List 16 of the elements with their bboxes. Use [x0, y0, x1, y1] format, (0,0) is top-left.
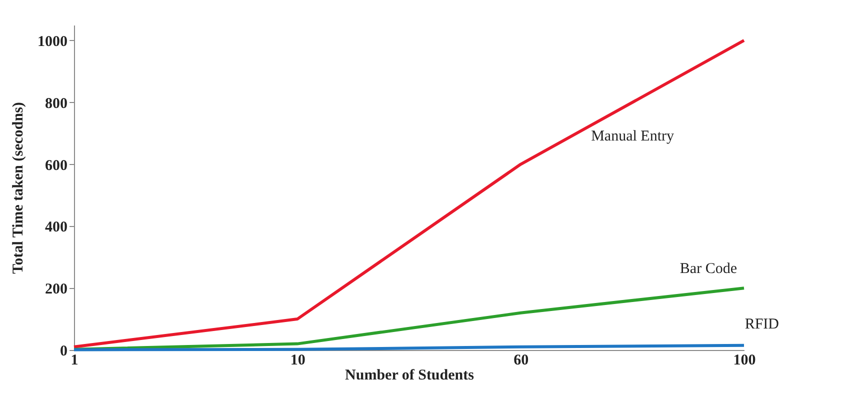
y-tick-label: 600	[45, 158, 68, 174]
x-tick-label: 100	[733, 352, 756, 368]
x-tick-label: 60	[514, 352, 529, 368]
y-tick-label: 400	[45, 220, 68, 236]
y-tick-label: 1000	[38, 34, 68, 50]
series-label: RFID	[744, 316, 780, 332]
x-tick-label: 10	[290, 352, 306, 368]
x-axis-title: Number of Students	[345, 368, 474, 384]
y-axis-title: Total Time taken (secodns)	[10, 102, 26, 274]
y-tick-label: 0	[60, 344, 68, 360]
y-tick-label: 800	[45, 96, 68, 112]
series-label: Bar Code	[680, 261, 738, 278]
series-label: Manual Entry	[591, 128, 674, 144]
x-tick-label: 1	[70, 352, 78, 368]
line-series	[72, 38, 746, 348]
y-tick-label: 200	[45, 282, 68, 298]
